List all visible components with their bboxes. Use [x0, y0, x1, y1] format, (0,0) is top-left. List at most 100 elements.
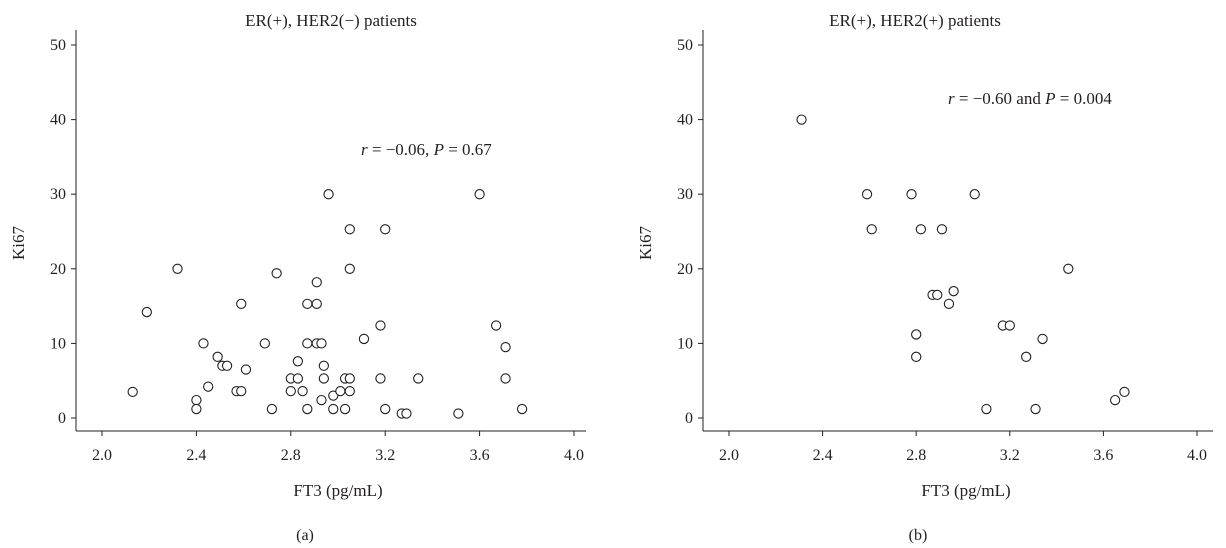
data-point: [915, 224, 927, 235]
data-point: [500, 341, 511, 353]
data-point: [948, 286, 959, 297]
data-point: [1063, 263, 1074, 274]
data-point: [380, 403, 391, 415]
data-point: [375, 320, 386, 331]
data-point: [285, 385, 296, 397]
panel-a-title: ER(+), HER2(−) patients: [245, 11, 417, 30]
data-point: [212, 351, 223, 362]
panel-a-x-tick-label: 4.0: [564, 447, 584, 464]
data-point: [1030, 403, 1041, 415]
data-point: [292, 356, 304, 367]
data-point: [344, 224, 355, 235]
data-point: [344, 373, 355, 384]
panel-a-y-tick-label: 10: [50, 335, 66, 352]
panel-b-x-label: FT3 (pg/mL): [921, 481, 1010, 500]
data-point: [911, 329, 922, 340]
panel-a-label: (a): [296, 527, 314, 544]
data-point: [316, 338, 327, 349]
data-point: [191, 394, 202, 406]
data-point: [490, 320, 502, 331]
panel-b-x-tick-label: 2.0: [719, 447, 739, 464]
panel-b-y-tick-label: 0: [685, 410, 693, 427]
panel-a-y-tick-label: 20: [50, 261, 66, 278]
panel-b-y-tick-label: 20: [677, 261, 693, 278]
data-point: [344, 385, 355, 397]
data-point: [344, 263, 355, 274]
data-point: [866, 224, 877, 235]
panel-a-y-ticks: 0 10 20 30 40 50: [50, 37, 76, 427]
data-point: [943, 298, 955, 310]
data-point: [375, 373, 386, 384]
data-point: [1021, 351, 1032, 362]
panel-b-x-tick-label: 4.0: [1187, 447, 1207, 464]
panel-a-x-tick-label: 2.8: [281, 447, 301, 464]
data-point: [127, 386, 138, 398]
panel-a-x-label: FT3 (pg/mL): [293, 481, 382, 500]
data-point: [932, 289, 943, 301]
data-point: [203, 381, 214, 392]
data-point: [328, 403, 339, 415]
panel-b-x-tick-label: 3.2: [1000, 447, 1020, 464]
data-point: [1109, 394, 1121, 406]
panel-a-points: [127, 189, 528, 419]
data-point: [297, 385, 308, 397]
data-point: [318, 360, 329, 371]
data-point: [198, 338, 209, 349]
data-point: [335, 385, 346, 397]
data-point: [796, 114, 807, 125]
data-point: [302, 338, 313, 349]
data-point: [1037, 333, 1048, 345]
panel-a-x-ticks: 2.0 2.4 2.8 3.2 3.6 4.0: [92, 431, 584, 464]
panel-a-x-tick-label: 3.2: [375, 447, 395, 464]
data-point: [1004, 320, 1015, 331]
data-point: [981, 403, 992, 415]
panel-a-y-tick-label: 30: [50, 186, 66, 203]
panel-b-x-ticks: 2.0 2.4 2.8 3.2 3.6 4.0: [719, 431, 1207, 464]
data-point: [358, 333, 370, 345]
panel-a-y-tick-label: 50: [50, 37, 66, 54]
data-point: [221, 360, 233, 371]
data-point: [318, 373, 329, 384]
data-point: [936, 224, 948, 235]
data-point: [311, 298, 322, 310]
panel-b-annotation: r = −0.60 and P = 0.004: [948, 89, 1112, 108]
data-point: [380, 224, 391, 235]
data-point: [500, 373, 511, 384]
data-point: [911, 351, 922, 362]
panel-b-y-label: Ki67: [636, 226, 655, 261]
data-point: [323, 189, 334, 200]
data-point: [191, 403, 202, 415]
panel-b-points: [796, 114, 1130, 415]
data-point: [339, 403, 351, 415]
data-point: [906, 189, 917, 200]
data-point: [266, 403, 278, 415]
data-point: [240, 364, 252, 375]
data-point: [316, 394, 327, 406]
panel-a-y-tick-label: 0: [58, 410, 66, 427]
data-point: [259, 338, 270, 349]
panel-b-x-tick-label: 3.6: [1093, 447, 1113, 464]
data-point: [1119, 386, 1130, 398]
panel-a-y-tick-label: 40: [50, 112, 66, 129]
panel-b-x-tick-label: 2.4: [813, 447, 833, 464]
data-point: [453, 408, 464, 419]
data-point: [413, 373, 424, 384]
panel-b-label: (b): [909, 527, 928, 544]
data-point: [401, 408, 412, 419]
data-point: [271, 268, 282, 279]
data-point: [516, 403, 528, 415]
data-point: [969, 189, 980, 200]
panel-b-x-tick-label: 2.8: [906, 447, 926, 464]
panel-b-y-tick-label: 30: [677, 186, 693, 203]
data-point: [311, 277, 322, 288]
data-point: [172, 263, 183, 274]
data-point: [302, 298, 313, 310]
panel-b-y-tick-label: 10: [677, 335, 693, 352]
panel-b-title: ER(+), HER2(+) patients: [829, 11, 1001, 30]
panel-a-x-tick-label: 2.0: [92, 447, 112, 464]
panel-b-y-tick-label: 50: [677, 37, 693, 54]
panel-a-y-label: Ki67: [9, 226, 28, 261]
data-point: [292, 373, 304, 384]
data-point: [302, 403, 313, 415]
